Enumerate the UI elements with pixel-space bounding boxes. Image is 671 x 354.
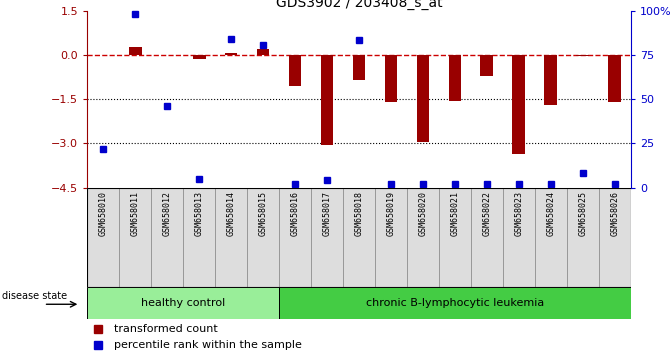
Text: GSM658018: GSM658018 bbox=[354, 190, 364, 236]
Bar bbox=[279, 188, 311, 287]
Bar bbox=[544, 55, 557, 105]
Bar bbox=[503, 188, 535, 287]
Bar bbox=[225, 53, 238, 55]
Bar bbox=[567, 188, 599, 287]
Bar bbox=[471, 188, 503, 287]
Bar bbox=[576, 55, 589, 56]
Bar bbox=[343, 188, 375, 287]
Text: GSM658021: GSM658021 bbox=[450, 190, 460, 236]
Bar bbox=[183, 188, 215, 287]
Text: GSM658016: GSM658016 bbox=[291, 190, 299, 236]
Text: transformed count: transformed count bbox=[114, 324, 218, 333]
Bar bbox=[352, 55, 366, 80]
Bar bbox=[321, 55, 333, 145]
Bar bbox=[439, 188, 471, 287]
Bar bbox=[375, 188, 407, 287]
Bar bbox=[87, 287, 279, 319]
Text: GSM658010: GSM658010 bbox=[99, 190, 108, 236]
Bar bbox=[119, 188, 151, 287]
Text: GSM658024: GSM658024 bbox=[546, 190, 556, 236]
Bar bbox=[129, 47, 142, 55]
Text: GSM658017: GSM658017 bbox=[323, 190, 331, 236]
Bar bbox=[215, 188, 247, 287]
Bar bbox=[87, 188, 119, 287]
Bar bbox=[609, 55, 621, 102]
Bar bbox=[151, 188, 183, 287]
Bar bbox=[417, 55, 429, 142]
Bar bbox=[289, 55, 301, 86]
Bar bbox=[384, 55, 397, 102]
Bar bbox=[448, 55, 461, 101]
Text: GSM658014: GSM658014 bbox=[227, 190, 236, 236]
Bar bbox=[257, 49, 270, 55]
Text: GSM658022: GSM658022 bbox=[482, 190, 491, 236]
Bar bbox=[247, 188, 279, 287]
Text: GSM658026: GSM658026 bbox=[610, 190, 619, 236]
Bar bbox=[97, 55, 109, 56]
Title: GDS3902 / 203408_s_at: GDS3902 / 203408_s_at bbox=[276, 0, 442, 10]
Bar bbox=[599, 188, 631, 287]
Text: disease state: disease state bbox=[2, 291, 67, 301]
Text: GSM658012: GSM658012 bbox=[162, 190, 172, 236]
Bar bbox=[513, 55, 525, 154]
Text: GSM658023: GSM658023 bbox=[515, 190, 523, 236]
Bar bbox=[407, 188, 439, 287]
Text: GSM658011: GSM658011 bbox=[131, 190, 140, 236]
Text: healthy control: healthy control bbox=[141, 298, 225, 308]
Text: GSM658013: GSM658013 bbox=[195, 190, 203, 236]
Text: GSM658020: GSM658020 bbox=[419, 190, 427, 236]
Bar bbox=[311, 188, 343, 287]
Text: GSM658019: GSM658019 bbox=[386, 190, 395, 236]
Text: percentile rank within the sample: percentile rank within the sample bbox=[114, 340, 302, 350]
Bar bbox=[193, 55, 205, 59]
Bar bbox=[535, 188, 567, 287]
Text: GSM658025: GSM658025 bbox=[578, 190, 587, 236]
Bar bbox=[480, 55, 493, 75]
Text: chronic B-lymphocytic leukemia: chronic B-lymphocytic leukemia bbox=[366, 298, 544, 308]
Bar bbox=[279, 287, 631, 319]
Text: GSM658015: GSM658015 bbox=[258, 190, 268, 236]
